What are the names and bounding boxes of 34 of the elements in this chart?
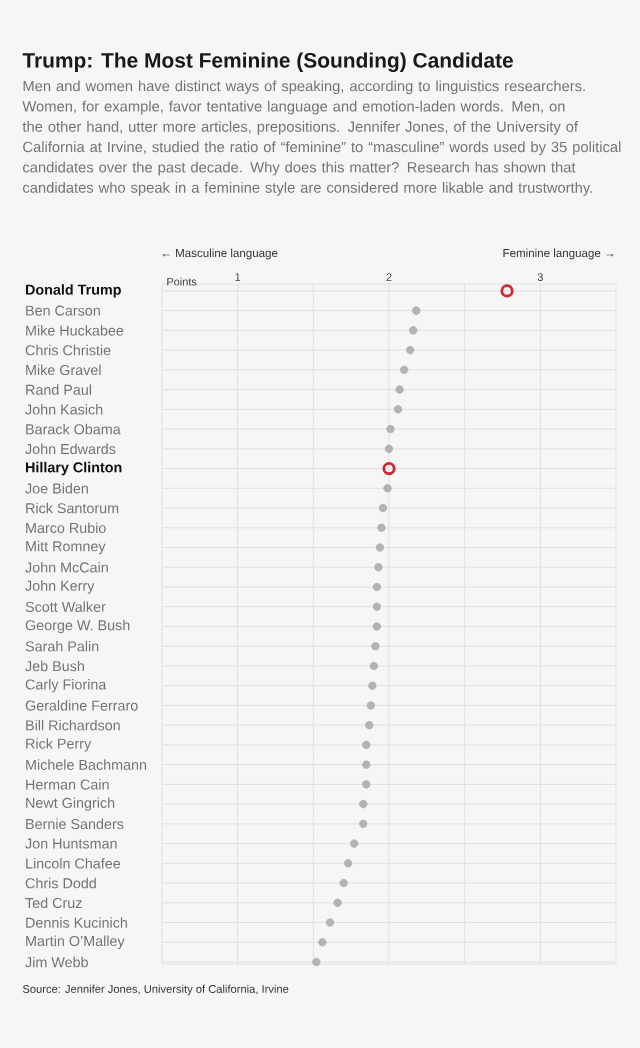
point	[362, 740, 371, 750]
point	[366, 701, 376, 710]
point	[395, 385, 404, 394]
point	[372, 582, 382, 592]
point	[362, 760, 371, 769]
point	[339, 878, 348, 888]
point	[333, 898, 342, 907]
point	[412, 306, 421, 315]
point	[362, 780, 371, 789]
chart-title: Trump: The Most Feminine (Sounding) Candidate	[22, 52, 513, 72]
point	[406, 345, 415, 355]
point	[365, 720, 374, 730]
point	[386, 424, 395, 434]
point	[399, 365, 409, 375]
point	[318, 938, 327, 947]
point	[383, 484, 392, 493]
point	[374, 563, 383, 572]
point	[393, 405, 403, 414]
point	[350, 839, 359, 848]
point	[377, 523, 386, 532]
point	[384, 444, 394, 453]
point	[368, 681, 377, 690]
point	[409, 326, 418, 335]
point	[359, 819, 368, 829]
point	[378, 503, 388, 513]
point	[343, 859, 353, 868]
point	[372, 622, 382, 631]
point	[371, 642, 380, 651]
point	[372, 602, 382, 611]
point	[369, 661, 379, 671]
point	[375, 543, 385, 552]
point	[325, 918, 335, 927]
point	[312, 957, 321, 967]
point	[359, 799, 368, 809]
